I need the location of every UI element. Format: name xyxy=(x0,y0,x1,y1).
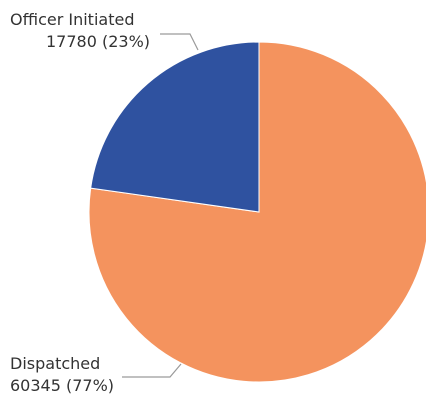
pie-slice-officer-initiated xyxy=(90,41,260,213)
slice-label-officer-initiated: Officer Initiated xyxy=(10,10,134,29)
slice-label-dispatched: Dispatched xyxy=(10,354,100,373)
slice-value-officer-initiated: 17780 (23%) xyxy=(46,32,150,51)
leader-line-dispatched xyxy=(122,363,182,378)
leader-line-officer-initiated xyxy=(160,33,199,51)
slice-value-dispatched: 60345 (77%) xyxy=(10,376,114,395)
